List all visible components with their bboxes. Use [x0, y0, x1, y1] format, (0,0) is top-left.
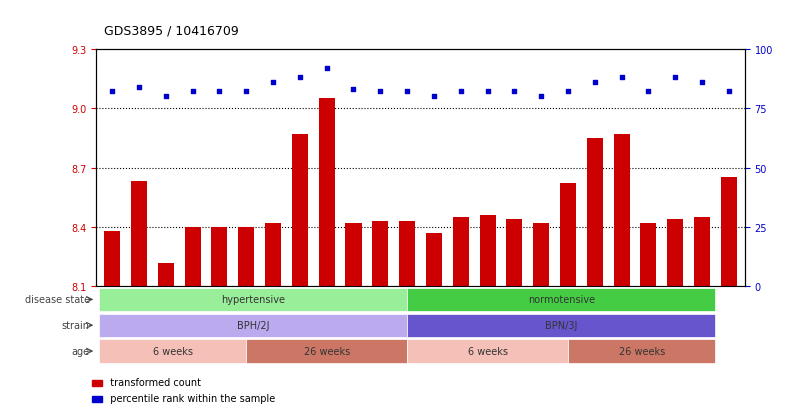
Bar: [694, 218, 710, 287]
Point: [293, 75, 306, 81]
Bar: [104, 231, 120, 287]
Bar: [319, 99, 335, 287]
Bar: [158, 263, 174, 287]
Bar: [426, 233, 442, 287]
Bar: [560, 184, 576, 287]
Point: [213, 89, 226, 95]
FancyBboxPatch shape: [568, 339, 715, 363]
Point: [186, 89, 199, 95]
Point: [562, 89, 574, 95]
Point: [347, 87, 360, 93]
FancyBboxPatch shape: [99, 339, 246, 363]
Bar: [640, 223, 657, 287]
Point: [508, 89, 521, 95]
Point: [133, 84, 146, 91]
Bar: [238, 228, 254, 287]
Text: percentile rank within the sample: percentile rank within the sample: [104, 393, 276, 403]
Bar: [131, 182, 147, 287]
Text: strain: strain: [62, 320, 90, 330]
Text: BPH/2J: BPH/2J: [237, 320, 269, 330]
FancyBboxPatch shape: [407, 339, 568, 363]
Text: 6 weeks: 6 weeks: [468, 346, 508, 356]
Text: 26 weeks: 26 weeks: [304, 346, 350, 356]
Point: [481, 89, 494, 95]
Point: [642, 89, 655, 95]
Point: [106, 89, 119, 95]
Text: disease state: disease state: [25, 295, 90, 305]
Bar: [265, 223, 281, 287]
Bar: [480, 216, 496, 287]
Bar: [506, 220, 522, 287]
Point: [535, 94, 548, 100]
Point: [400, 89, 413, 95]
FancyBboxPatch shape: [407, 314, 715, 337]
Point: [159, 94, 172, 100]
Text: hypertensive: hypertensive: [221, 295, 285, 305]
Bar: [292, 135, 308, 287]
FancyBboxPatch shape: [407, 288, 715, 311]
Text: BPN/3J: BPN/3J: [545, 320, 578, 330]
Point: [695, 79, 708, 86]
Bar: [453, 218, 469, 287]
Bar: [587, 138, 603, 287]
Point: [239, 89, 252, 95]
Point: [374, 89, 387, 95]
Point: [669, 75, 682, 81]
Point: [267, 79, 280, 86]
Bar: [211, 228, 227, 287]
Bar: [667, 220, 683, 287]
Text: normotensive: normotensive: [528, 295, 595, 305]
Text: 26 weeks: 26 weeks: [618, 346, 665, 356]
Text: age: age: [71, 346, 90, 356]
Bar: [533, 223, 549, 287]
Bar: [614, 135, 630, 287]
Point: [320, 65, 333, 72]
Text: 6 weeks: 6 weeks: [152, 346, 192, 356]
Point: [589, 79, 602, 86]
Point: [454, 89, 467, 95]
FancyBboxPatch shape: [99, 314, 407, 337]
Bar: [372, 221, 388, 287]
Text: transformed count: transformed count: [104, 377, 201, 387]
Point: [723, 89, 735, 95]
Point: [615, 75, 628, 81]
Bar: [345, 223, 361, 287]
Point: [428, 94, 441, 100]
Text: GDS3895 / 10416709: GDS3895 / 10416709: [104, 24, 239, 37]
FancyBboxPatch shape: [246, 339, 407, 363]
Bar: [399, 221, 415, 287]
Bar: [721, 178, 737, 287]
Bar: [184, 228, 201, 287]
FancyBboxPatch shape: [99, 288, 407, 311]
